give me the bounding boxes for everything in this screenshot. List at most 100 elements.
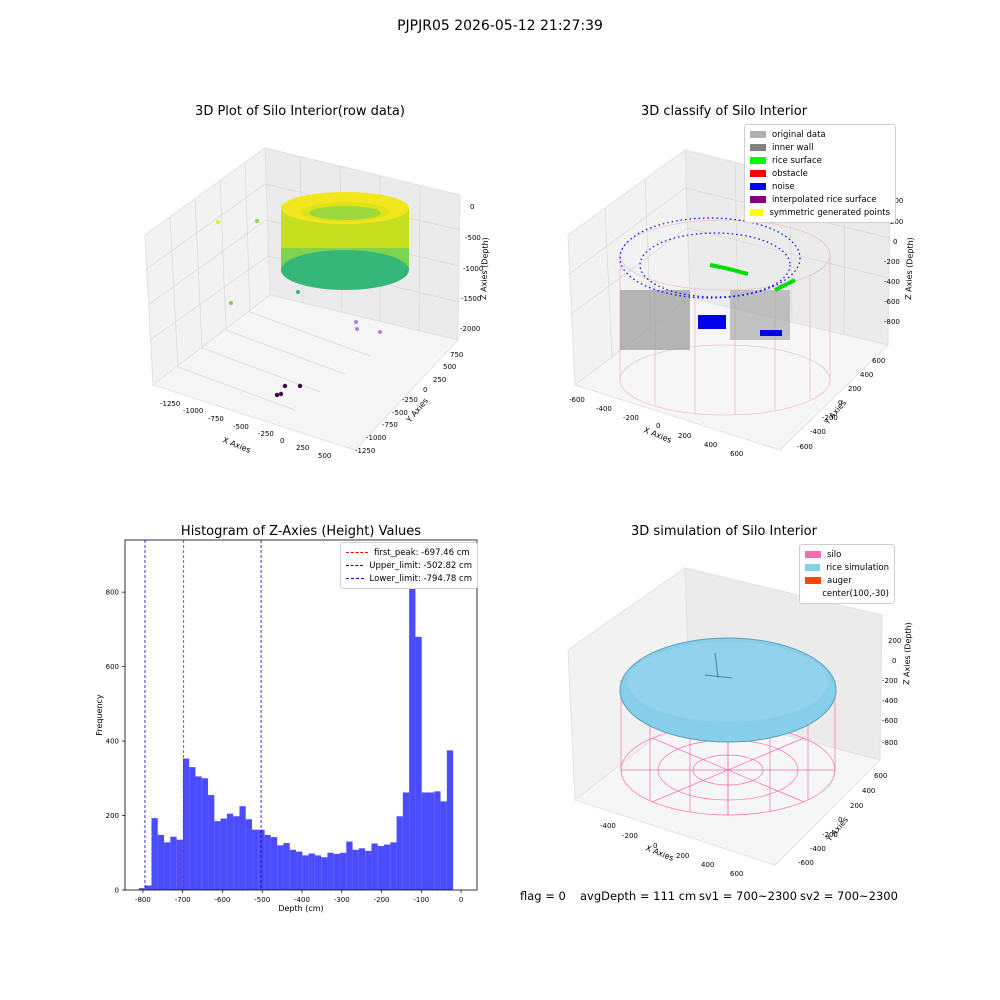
histogram-xlabel: Depth (cm) (278, 904, 323, 913)
classify-xtick: 0 (656, 422, 660, 430)
classify-xtick: 600 (730, 450, 743, 458)
histogram-bar (245, 819, 253, 890)
histogram-ylabel: Frequency (95, 694, 104, 736)
histogram-bar (402, 792, 410, 890)
histogram-bar (396, 816, 403, 890)
histogram-bar (302, 855, 309, 890)
histogram-bar (176, 839, 183, 890)
classify-ytick: 600 (872, 357, 885, 365)
simulation-yticks: 600 400 200 0 -200 -400 -600 (798, 772, 887, 867)
simulation-3d-plot: -400 -200 0 200 400 600 X Axies 600 400 … (567, 567, 913, 878)
classify-zticks: 400 200 0 -200 -400 -600 -800 (884, 197, 903, 326)
simulation-ytick: -400 (810, 845, 826, 853)
histogram-bar (233, 816, 240, 890)
legend-swatch (750, 144, 766, 151)
raw-zlabel: Z Axies (Depth) (479, 237, 490, 300)
legend-swatch (750, 209, 764, 216)
figure-title: PJPJR05 2026-05-12 21:27:39 (397, 18, 603, 34)
classify-grid (567, 161, 891, 358)
simulation-ytick: 200 (850, 802, 863, 810)
classify-xticks: -600 -400 -200 0 200 400 600 (569, 396, 743, 458)
classify-xtick: -200 (623, 414, 639, 422)
histogram-xtick-label: -500 (254, 896, 270, 904)
histogram-bar (427, 792, 435, 890)
legend-entry: auger (805, 574, 889, 587)
raw-xtick: 0 (280, 437, 284, 445)
classify-legend: original data inner wall rice surface ob… (744, 124, 896, 223)
classify-ytick: -200 (822, 414, 838, 422)
histogram-bar (358, 848, 366, 890)
legend-swatch (750, 131, 766, 138)
raw-xtick: -1000 (183, 407, 203, 415)
histogram-bar (434, 791, 441, 890)
classify-xtick: 400 (704, 441, 717, 449)
legend-line (346, 565, 364, 566)
histogram-bar (371, 843, 378, 890)
legend-entry: noise (750, 180, 890, 193)
legend-swatch (750, 196, 766, 203)
histogram-bar (346, 841, 353, 890)
raw-ytick: -500 (392, 409, 408, 417)
histogram-bar (270, 837, 278, 890)
legend-swatch (805, 564, 821, 571)
raw-ztick: -1500 (461, 295, 481, 303)
simulation-xtick: 200 (676, 852, 689, 860)
histogram-bar (352, 849, 359, 890)
histogram-bar (421, 792, 428, 890)
raw-ytick: 0 (423, 386, 427, 394)
legend-label: interpolated rice surface (772, 194, 877, 205)
histogram-ytick-label: 400 (106, 738, 119, 746)
histogram-ytick-label: 200 (106, 812, 119, 820)
classify-ztick: 0 (893, 238, 897, 246)
legend-label: center(100,-30) (822, 588, 889, 599)
legend-entry: silo (805, 548, 889, 561)
histogram-bar (189, 767, 196, 890)
raw-ytick: -1000 (366, 434, 386, 442)
histogram-xtick-label: -700 (175, 896, 191, 904)
histogram-bar (333, 853, 341, 890)
legend-swatch (805, 577, 821, 584)
histogram-bar (145, 885, 152, 890)
histogram-bar (415, 636, 422, 890)
legend-label: rice simulation (826, 562, 889, 573)
classify-ytick: 0 (838, 399, 842, 407)
histogram-bar (138, 888, 146, 890)
histogram-xticks: -800 -700 -600 -500 -400 -300 -200 -100 0 (135, 890, 463, 904)
histogram-bar (390, 842, 397, 890)
histogram-frame (124, 539, 478, 891)
histogram-xtick-label: 0 (459, 896, 463, 904)
classify-ztick: -600 (884, 298, 900, 306)
histogram-bar (170, 836, 177, 890)
histogram-bar (327, 852, 334, 890)
legend-label: obstacle (772, 168, 808, 179)
simulation-ytick: 0 (838, 816, 842, 824)
legend-label: Upper_limit: -502.82 cm (369, 560, 472, 571)
classify-noise-blobs (698, 315, 782, 336)
histogram-bar (321, 857, 328, 890)
histogram-bar (365, 850, 372, 890)
simulation-rice-surface (619, 637, 837, 743)
raw-ztick: -2000 (460, 325, 480, 333)
classify-rice-surface (709, 263, 796, 292)
legend-entry: center(100,-30) (805, 587, 889, 600)
histogram-bar (296, 851, 303, 890)
histogram-bar (264, 834, 271, 890)
classify-xtick: -400 (596, 405, 612, 413)
histogram-bar (182, 758, 190, 890)
simulation-xtick: -200 (622, 832, 638, 840)
simulation-xlabel: X Axies (644, 844, 675, 863)
simulation-ztick: 0 (892, 657, 896, 665)
legend-label: Lower_limit: -794.78 cm (369, 573, 472, 584)
status-avg-depth: avgDepth = 111 cm (580, 889, 697, 903)
classify-ytick: 400 (860, 371, 873, 379)
histogram-title: Histogram of Z-Axies (Height) Values (180, 524, 422, 539)
histogram-bars (138, 547, 454, 890)
classify-ztick: 200 (890, 218, 903, 226)
classify-panel-title: 3D classify of Silo Interior (640, 104, 808, 119)
raw-panel-title: 3D Plot of Silo Interior(row data) (195, 104, 405, 119)
histogram-bar (220, 818, 227, 890)
raw-surface-ring (281, 192, 409, 290)
raw-zticks: 0 -500 -1000 -1500 -2000 (460, 203, 483, 333)
histogram-bar (314, 855, 322, 890)
simulation-zlabel: Z Axies (Depth) (902, 622, 913, 685)
